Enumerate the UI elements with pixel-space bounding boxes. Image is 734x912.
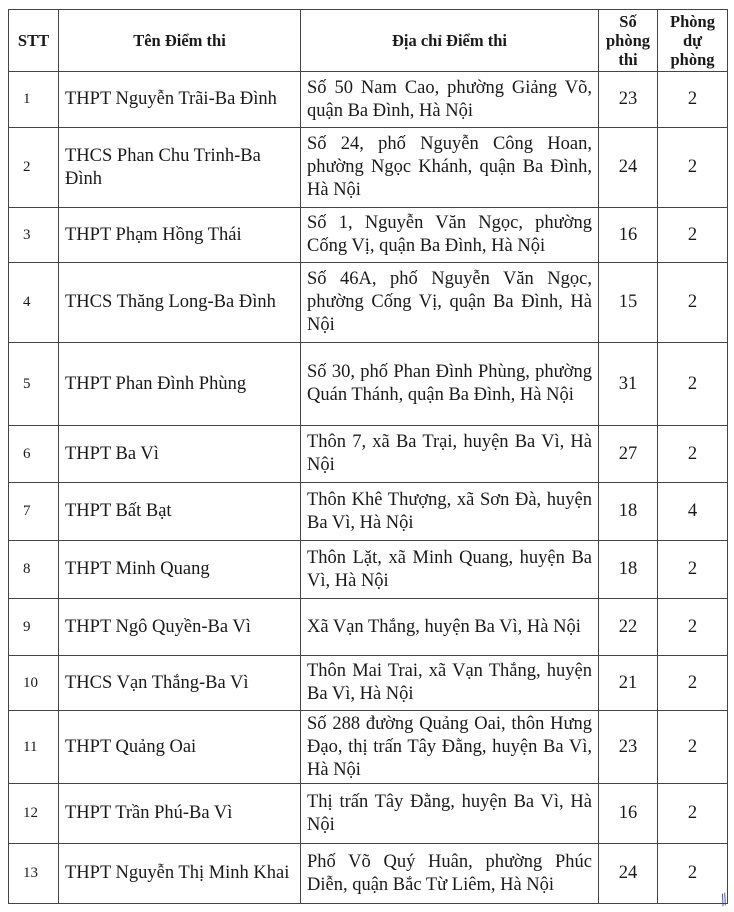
- address-cell: Thôn Khê Thượng, xã Sơn Đà, huyện Ba Vì,…: [300, 482, 599, 541]
- spare-rooms-cell: 2: [657, 262, 728, 343]
- stt-cell: 11: [8, 710, 59, 784]
- table-row: 4 THCS Thăng Long-Ba Đình Số 46A, phố Nguy…: [8, 262, 728, 343]
- site-name-cell: THPT Nguyễn Thị Minh Khai: [58, 843, 301, 904]
- table-row: 3 THPT Phạm Hồng Thái Số 1, Nguyễn Văn Ngọ…: [8, 207, 728, 263]
- rooms-count-cell: 23: [598, 710, 658, 784]
- spare-rooms-cell: 2: [657, 342, 728, 426]
- stt-cell: 10: [8, 655, 59, 711]
- stt-cell: 12: [8, 783, 59, 844]
- table-row: 9 THPT Ngô Quyền-Ba Vì Xã Vạn Thắng, huyện…: [8, 598, 728, 656]
- address-cell: Số 288 đường Quảng Oai, thôn Hưng Đạo, t…: [300, 710, 599, 784]
- table-row: 13 THPT Nguyễn Thị Minh Khai Phố Võ Quý Hu…: [8, 843, 728, 904]
- table-row: 1 THPT Nguyễn Trãi-Ba Đình Số 50 Nam Cao, …: [8, 71, 728, 128]
- spare-rooms-cell: 2: [657, 71, 728, 128]
- address-cell: Phố Võ Quý Huân, phường Phúc Diễn, quận …: [300, 843, 599, 904]
- stt-cell: 7: [8, 482, 59, 541]
- address-cell: Thôn 7, xã Ba Trại, huyện Ba Vì, Hà Nội: [300, 425, 599, 483]
- spare-rooms-cell: 2: [657, 207, 728, 263]
- rooms-count-cell: 23: [598, 71, 658, 128]
- stt-cell: 8: [8, 540, 59, 599]
- header-stt: STT: [8, 9, 59, 72]
- site-name-cell: THPT Ngô Quyền-Ba Vì: [58, 598, 301, 656]
- site-name-cell: THCS Thăng Long-Ba Đình: [58, 262, 301, 343]
- header-row: STT Tên Điểm thi Địa chỉ Điểm thi Số phò…: [8, 9, 728, 72]
- spare-rooms-cell: 2: [657, 710, 728, 784]
- address-cell: Thôn Lặt, xã Minh Quang, huyện Ba Vì, Hà…: [300, 540, 599, 599]
- rooms-count-cell: 18: [598, 482, 658, 541]
- site-name-cell: THPT Bất Bạt: [58, 482, 301, 541]
- stt-cell: 13: [8, 843, 59, 904]
- address-cell: Số 24, phố Nguyễn Công Hoan, phường Ngọc…: [300, 127, 599, 208]
- rooms-count-cell: 22: [598, 598, 658, 656]
- address-cell: Số 50 Nam Cao, phường Giảng Võ, quận Ba …: [300, 71, 599, 128]
- address-cell: Số 1, Nguyễn Văn Ngọc, phường Cống Vị, q…: [300, 207, 599, 263]
- address-cell: Số 30, phố Phan Đình Phùng, phường Quán …: [300, 342, 599, 426]
- table-row: 2 THCS Phan Chu Trinh-Ba Đình Số 24, phố N…: [8, 127, 728, 208]
- rooms-count-cell: 18: [598, 540, 658, 599]
- rooms-count-cell: 31: [598, 342, 658, 426]
- table-row: 8 THPT Minh Quang Thôn Lặt, xã Minh Quang,…: [8, 540, 728, 599]
- site-name-cell: THPT Minh Quang: [58, 540, 301, 599]
- table-row: 12 THPT Trần Phú-Ba Vì Thị trấn Tây Đằng, …: [8, 783, 728, 844]
- address-cell: Xã Vạn Thắng, huyện Ba Vì, Hà Nội: [300, 598, 599, 656]
- table-row: 7 THPT Bất Bạt Thôn Khê Thượng, xã Sơn Đà,…: [8, 482, 728, 541]
- site-name-cell: THCS Vạn Thắng-Ba Vì: [58, 655, 301, 711]
- stt-cell: 2: [8, 127, 59, 208]
- spare-rooms-cell: 2: [657, 843, 728, 904]
- spare-rooms-cell: 2: [657, 127, 728, 208]
- stt-cell: 6: [8, 425, 59, 483]
- site-name-cell: THPT Nguyễn Trãi-Ba Đình: [58, 71, 301, 128]
- rooms-count-cell: 24: [598, 843, 658, 904]
- spare-rooms-cell: 4: [657, 482, 728, 541]
- table-row: 5 THPT Phan Đình Phùng Số 30, phố Phan Đìn…: [8, 342, 728, 426]
- spare-rooms-cell: 2: [657, 655, 728, 711]
- table-row: 10 THCS Vạn Thắng-Ba Vì Thôn Mai Trai, xã …: [8, 655, 728, 711]
- spare-rooms-cell: 2: [657, 598, 728, 656]
- table-row: 6 THPT Ba Vì Thôn 7, xã Ba Trại, huyện Ba …: [8, 425, 728, 483]
- exam-sites-table: STT Tên Điểm thi Địa chỉ Điểm thi Số phò…: [8, 9, 728, 904]
- stt-cell: 3: [8, 207, 59, 263]
- stt-cell: 5: [8, 342, 59, 426]
- site-name-cell: THPT Ba Vì: [58, 425, 301, 483]
- site-name-cell: THPT Phan Đình Phùng: [58, 342, 301, 426]
- header-spare: Phòng dự phòng: [657, 9, 728, 72]
- stt-cell: 1: [8, 71, 59, 128]
- rooms-count-cell: 27: [598, 425, 658, 483]
- site-name-cell: THPT Quảng Oai: [58, 710, 301, 784]
- header-rooms: Số phòng thi: [598, 9, 658, 72]
- header-name: Tên Điểm thi: [58, 9, 301, 72]
- site-name-cell: THPT Trần Phú-Ba Vì: [58, 783, 301, 844]
- rooms-count-cell: 15: [598, 262, 658, 343]
- signature-mark: ⫽: [717, 891, 731, 910]
- spare-rooms-cell: 2: [657, 783, 728, 844]
- rooms-count-cell: 16: [598, 783, 658, 844]
- address-cell: Thôn Mai Trai, xã Vạn Thắng, huyện Ba Vì…: [300, 655, 599, 711]
- address-cell: Số 46A, phố Nguyễn Văn Ngọc, phường Cống…: [300, 262, 599, 343]
- stt-cell: 4: [8, 262, 59, 343]
- spare-rooms-cell: 2: [657, 540, 728, 599]
- rooms-count-cell: 24: [598, 127, 658, 208]
- site-name-cell: THPT Phạm Hồng Thái: [58, 207, 301, 263]
- table-row: 11 THPT Quảng Oai Số 288 đường Quảng Oai, …: [8, 710, 728, 784]
- header-address: Địa chỉ Điểm thi: [300, 9, 599, 72]
- stt-cell: 9: [8, 598, 59, 656]
- rooms-count-cell: 21: [598, 655, 658, 711]
- address-cell: Thị trấn Tây Đằng, huyện Ba Vì, Hà Nội: [300, 783, 599, 844]
- spare-rooms-cell: 2: [657, 425, 728, 483]
- rooms-count-cell: 16: [598, 207, 658, 263]
- site-name-cell: THCS Phan Chu Trinh-Ba Đình: [58, 127, 301, 208]
